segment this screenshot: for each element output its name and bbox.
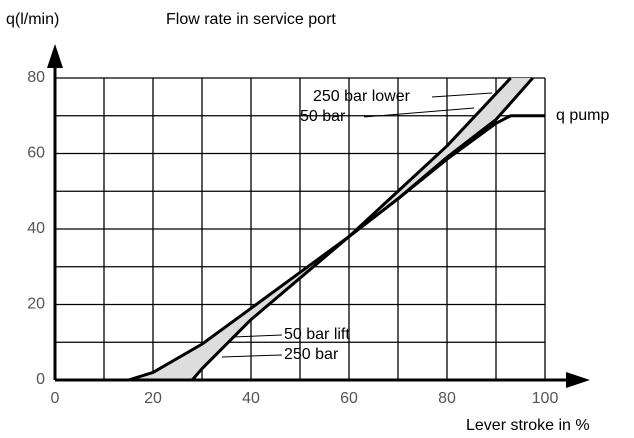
chart-title: Flow rate in service port (166, 11, 336, 28)
annotation: 250 bar (284, 346, 339, 363)
band (349, 78, 533, 237)
y-tick-label: 60 (27, 145, 45, 162)
x-axis-arrow (566, 372, 590, 388)
y-axis-arrow (47, 44, 63, 68)
curve (191, 235, 350, 381)
x-axis-label: Lever stroke in % (466, 417, 590, 434)
y-tick-label: 20 (27, 296, 45, 313)
x-tick-label: 60 (340, 390, 358, 407)
x-tick-label: 100 (532, 390, 559, 407)
annotation: 250 bar lower (313, 88, 411, 105)
annotation: 50 bar (300, 108, 346, 125)
x-tick-label: 80 (438, 390, 456, 407)
y-tick-label: 40 (27, 220, 45, 237)
y-tick-label: 80 (27, 69, 45, 86)
y-axis-label: q(l/min) (6, 11, 59, 28)
leader-line (221, 354, 283, 358)
y-tick-label: 0 (36, 371, 45, 388)
leader-line (431, 92, 493, 98)
annotation: q pump (556, 107, 609, 124)
x-tick-label: 40 (242, 390, 260, 407)
curve (128, 235, 350, 382)
leader-line (363, 107, 475, 118)
x-tick-label: 0 (51, 390, 60, 407)
x-tick-label: 20 (144, 390, 162, 407)
curve (347, 76, 512, 238)
curve (348, 114, 545, 238)
annotation: 50 bar lift (284, 326, 350, 343)
leader-line (231, 334, 283, 338)
